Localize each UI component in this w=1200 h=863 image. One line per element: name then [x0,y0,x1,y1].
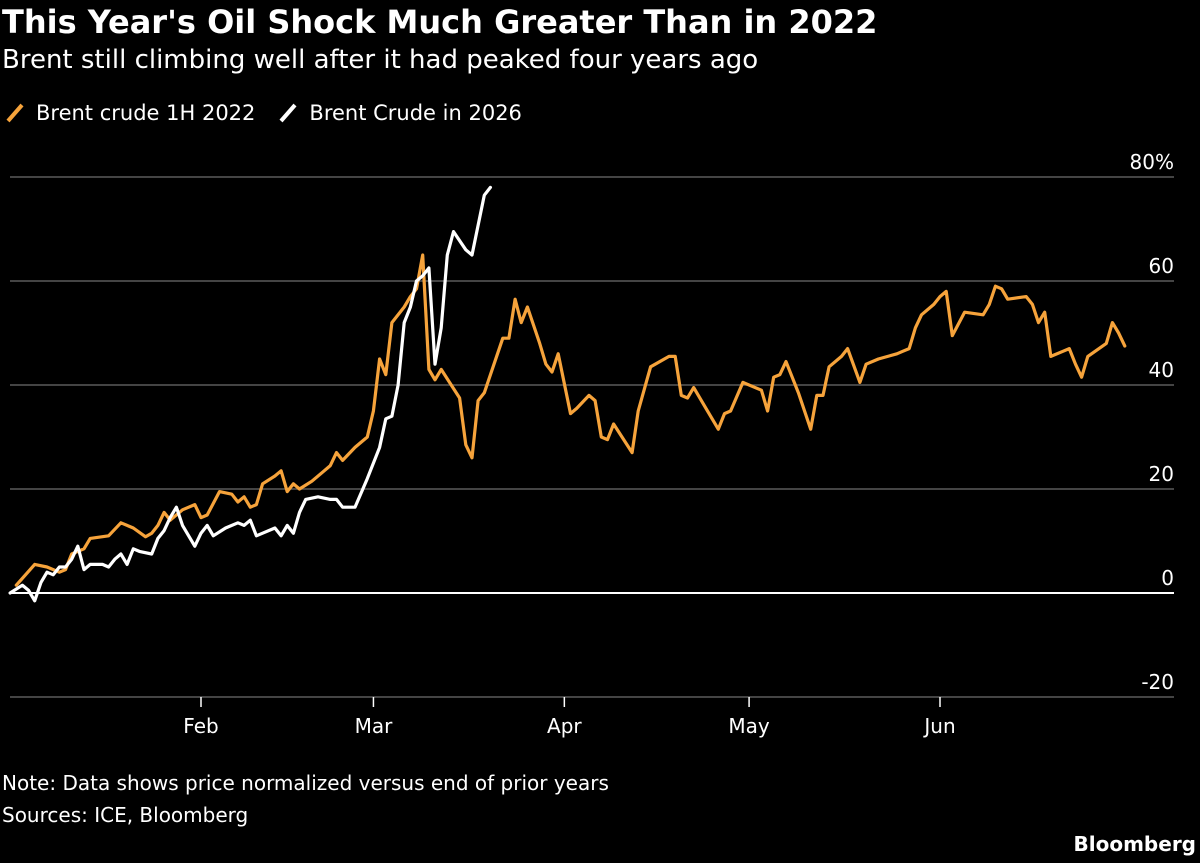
series-line-2026 [8,185,492,603]
y-tick-label: 0 [1161,566,1174,590]
x-tick-label: Apr [547,714,582,738]
x-tick-label: Jun [922,714,955,738]
chart-sources: Sources: ICE, Bloomberg [2,803,249,827]
legend-item-2022: Brent crude 1H 2022 [4,101,255,125]
series-line-2022 [14,253,1127,587]
x-tick-label: Feb [183,714,218,738]
legend: Brent crude 1H 2022 Brent Crude in 2026 [4,96,544,130]
series-lines [8,185,1127,603]
y-axis-labels: -20 0 20 40 60 80% [1130,150,1174,694]
legend-label-2022: Brent crude 1H 2022 [36,101,256,125]
legend-swatch-2026 [279,103,297,123]
y-tick-label: 60 [1149,254,1174,278]
legend-label-2026: Brent Crude in 2026 [309,101,522,125]
y-tick-label: 20 [1149,462,1174,486]
bloomberg-logo: Bloomberg [1073,832,1196,856]
legend-swatch-2022 [6,103,24,123]
legend-item-2026: Brent Crude in 2026 [277,101,522,125]
x-axis: Feb Mar Apr May Jun [183,697,956,738]
x-tick-label: May [728,714,770,738]
grid-lines [10,176,1174,698]
y-tick-label: -20 [1141,670,1174,694]
y-tick-label: 80% [1130,150,1174,174]
y-tick-label: 40 [1149,358,1174,382]
chart-subtitle: Brent still climbing well after it had p… [2,45,759,75]
chart-title: This Year's Oil Shock Much Greater Than … [2,3,878,41]
x-tick-label: Mar [355,714,394,738]
chart-note: Note: Data shows price normalized versus… [2,771,609,795]
